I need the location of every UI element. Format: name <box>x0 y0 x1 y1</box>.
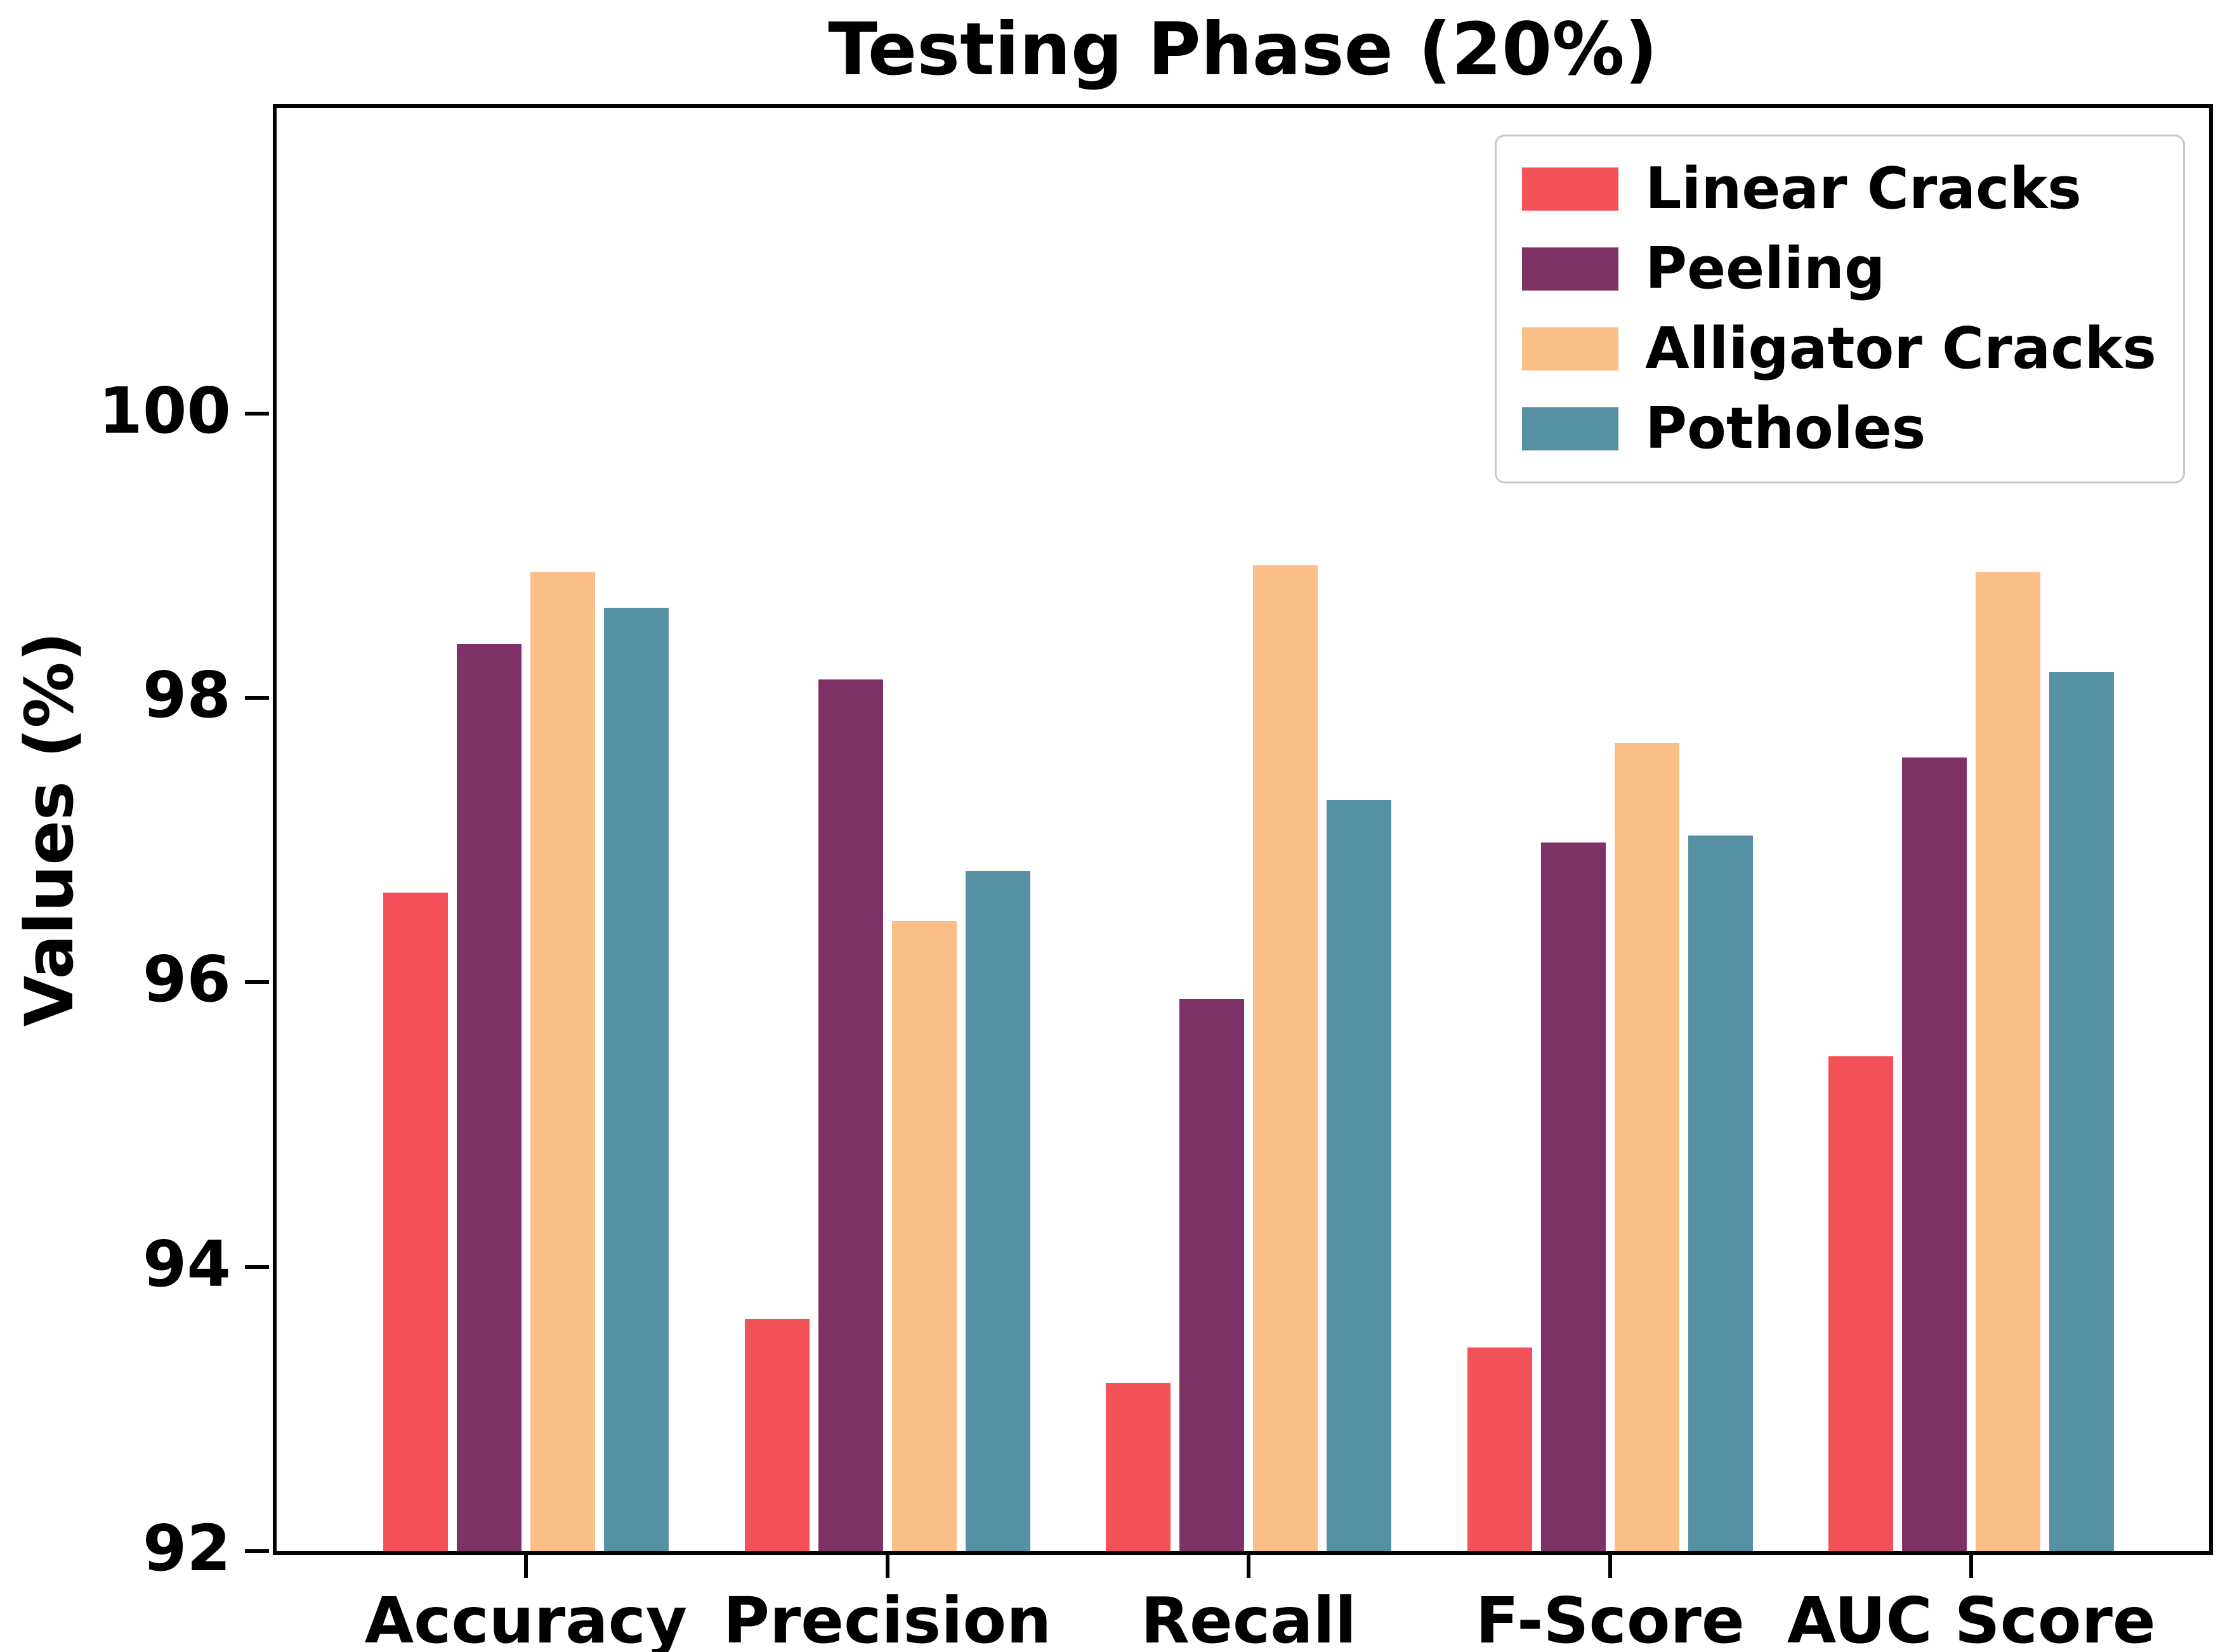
bar-f-score-peeling <box>1538 840 1608 1551</box>
bar-recall-potholes <box>1324 797 1394 1551</box>
y-tick-label: 96 <box>142 942 231 1017</box>
legend-label: Potholes <box>1645 395 1926 462</box>
plot-area: Linear Cracks Peeling Alligator Cracks Poth… <box>273 104 2213 1555</box>
bar-f-score-potholes <box>1685 833 1755 1551</box>
legend-item-linear-cracks: Linear Cracks <box>1522 161 2156 218</box>
bar-f-score-alligator-cracks <box>1611 740 1682 1551</box>
bar-f-score-linear-cracks <box>1464 1345 1535 1551</box>
x-tick-label: F-Score <box>1475 1583 1745 1652</box>
y-tick-label: 100 <box>98 373 231 448</box>
legend-swatch-icon <box>1522 407 1619 450</box>
y-tick-mark <box>245 1549 269 1553</box>
x-tick-label: Precision <box>723 1583 1052 1652</box>
bar-recall-alligator-cracks <box>1250 563 1321 1551</box>
bar-accuracy-linear-cracks <box>380 889 450 1551</box>
bar-recall-linear-cracks <box>1103 1380 1174 1551</box>
bar-accuracy-alligator-cracks <box>527 570 598 1551</box>
x-tick-label: Accuracy <box>364 1583 688 1652</box>
bar-accuracy-peeling <box>454 641 524 1551</box>
legend-item-alligator-cracks: Alligator Cracks <box>1522 320 2156 377</box>
bar-precision-potholes <box>962 869 1033 1551</box>
bar-auc-score-linear-cracks <box>1826 1053 1896 1551</box>
x-tick-mark <box>1247 1555 1251 1578</box>
y-tick-mark <box>245 696 269 700</box>
bar-group-precision <box>742 108 1033 1551</box>
y-tick-label: 94 <box>142 1226 231 1301</box>
x-tick-mark <box>885 1555 889 1578</box>
legend-label: Linear Cracks <box>1645 155 2082 222</box>
bar-group-f-score <box>1464 108 1755 1551</box>
x-tick-label: AUC Score <box>1787 1583 2156 1652</box>
bar-auc-score-potholes <box>2047 669 2117 1551</box>
x-axis: Accuracy Precision Recall F-Score AUC Score <box>277 1555 2209 1652</box>
y-tick-label: 92 <box>142 1511 231 1585</box>
y-axis: 92 94 96 98 100 <box>0 108 269 1580</box>
y-tick-mark <box>245 1264 269 1269</box>
bar-recall-peeling <box>1177 996 1247 1551</box>
x-tick-mark <box>523 1555 528 1578</box>
legend-swatch-icon <box>1522 167 1619 211</box>
legend-swatch-icon <box>1522 247 1619 291</box>
bar-precision-peeling <box>815 676 886 1551</box>
bar-group-auc-score <box>1826 108 2117 1551</box>
x-tick-mark <box>1969 1555 1974 1578</box>
chart-title: Testing Phase (20%) <box>828 7 1658 91</box>
legend-swatch-icon <box>1522 327 1619 370</box>
y-tick-mark <box>245 980 269 985</box>
bar-auc-score-peeling <box>1899 754 1970 1551</box>
legend-item-peeling: Peeling <box>1522 240 2156 298</box>
legend: Linear Cracks Peeling Alligator Cracks Poth… <box>1495 134 2185 483</box>
legend-label: Peeling <box>1645 235 1886 302</box>
bar-group-accuracy <box>380 108 671 1551</box>
y-tick-label: 98 <box>142 658 231 733</box>
bar-precision-alligator-cracks <box>889 918 959 1551</box>
bar-auc-score-alligator-cracks <box>1973 570 2043 1551</box>
bar-accuracy-potholes <box>601 605 671 1551</box>
bars-layer <box>277 108 2209 1551</box>
bar-group-recall <box>1103 108 1394 1551</box>
x-tick-label: Recall <box>1141 1583 1357 1652</box>
x-tick-mark <box>1608 1555 1612 1578</box>
y-tick-mark <box>245 411 269 416</box>
legend-item-potholes: Potholes <box>1522 400 2156 457</box>
legend-label: Alligator Cracks <box>1645 315 2156 382</box>
bar-precision-linear-cracks <box>742 1316 812 1551</box>
